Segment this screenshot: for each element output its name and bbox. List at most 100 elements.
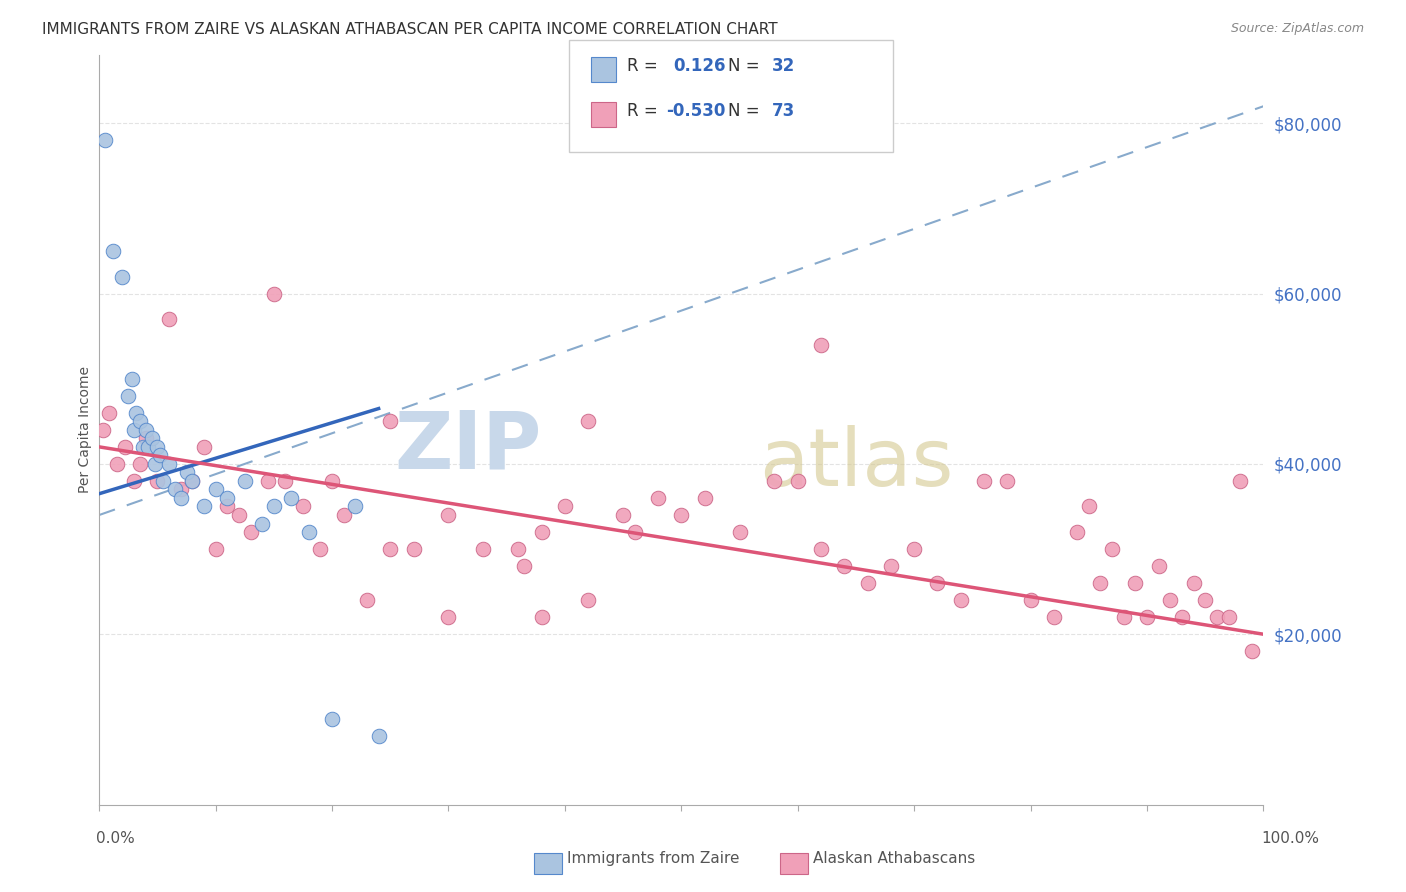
Point — [129, 414, 152, 428]
Point — [94, 133, 117, 147]
Point — [437, 508, 460, 522]
Point — [880, 559, 903, 574]
Point — [1019, 593, 1042, 607]
Point — [810, 337, 832, 351]
Text: ZIP: ZIP — [394, 408, 541, 486]
Point — [949, 593, 972, 607]
Y-axis label: Per Capita Income: Per Capita Income — [79, 367, 93, 493]
Point — [157, 312, 180, 326]
Point — [257, 474, 280, 488]
Point — [122, 423, 145, 437]
Point — [356, 593, 378, 607]
Point — [1229, 474, 1251, 488]
Point — [105, 457, 128, 471]
Text: atlas: atlas — [759, 425, 953, 503]
Point — [193, 440, 215, 454]
Point — [834, 559, 856, 574]
Text: 100.0%: 100.0% — [1261, 831, 1319, 847]
Point — [1147, 559, 1170, 574]
Point — [122, 474, 145, 488]
Point — [136, 440, 159, 454]
Text: Source: ZipAtlas.com: Source: ZipAtlas.com — [1230, 22, 1364, 36]
Point — [228, 508, 250, 522]
Point — [143, 457, 166, 471]
Text: N =: N = — [728, 57, 765, 75]
Point — [132, 440, 155, 454]
Point — [647, 491, 669, 505]
Point — [671, 508, 693, 522]
Point — [135, 431, 157, 445]
Text: -0.530: -0.530 — [666, 102, 725, 120]
Point — [344, 500, 367, 514]
Point — [129, 457, 152, 471]
Point — [554, 500, 576, 514]
Point — [380, 414, 402, 428]
Point — [170, 483, 193, 497]
Point — [176, 466, 198, 480]
Point — [1240, 644, 1263, 658]
Point — [263, 500, 285, 514]
Point — [576, 414, 599, 428]
Point — [1171, 610, 1194, 624]
Point — [91, 423, 114, 437]
Point — [193, 500, 215, 514]
Point — [380, 542, 402, 557]
Text: IMMIGRANTS FROM ZAIRE VS ALASKAN ATHABASCAN PER CAPITA INCOME CORRELATION CHART: IMMIGRANTS FROM ZAIRE VS ALASKAN ATHABAS… — [42, 22, 778, 37]
Point — [530, 524, 553, 539]
Point — [163, 483, 186, 497]
Point — [125, 406, 148, 420]
Point — [250, 516, 273, 531]
Point — [1090, 576, 1112, 591]
Point — [1136, 610, 1159, 624]
Point — [623, 524, 645, 539]
Point — [508, 542, 530, 557]
Point — [149, 449, 172, 463]
Point — [135, 423, 157, 437]
Point — [298, 524, 321, 539]
Point — [367, 730, 389, 744]
Point — [263, 286, 285, 301]
Point — [786, 474, 808, 488]
Point — [181, 474, 204, 488]
Point — [141, 431, 163, 445]
Text: 32: 32 — [772, 57, 796, 75]
Point — [612, 508, 634, 522]
Point — [927, 576, 949, 591]
Point — [995, 474, 1018, 488]
Text: R =: R = — [627, 102, 664, 120]
Point — [321, 712, 343, 726]
Point — [97, 406, 120, 420]
Point — [204, 483, 226, 497]
Point — [1194, 593, 1216, 607]
Point — [1125, 576, 1147, 591]
Point — [1218, 610, 1240, 624]
Point — [332, 508, 354, 522]
Text: 0.126: 0.126 — [673, 57, 725, 75]
Point — [233, 474, 256, 488]
Text: Alaskan Athabascans: Alaskan Athabascans — [813, 851, 974, 865]
Point — [146, 474, 169, 488]
Point — [321, 474, 343, 488]
Point — [856, 576, 879, 591]
Point — [217, 491, 239, 505]
Point — [728, 524, 751, 539]
Point — [291, 500, 314, 514]
Point — [117, 389, 139, 403]
Point — [309, 542, 332, 557]
Point — [1182, 576, 1205, 591]
Text: R =: R = — [627, 57, 664, 75]
Point — [280, 491, 302, 505]
Text: N =: N = — [728, 102, 765, 120]
Text: 73: 73 — [772, 102, 796, 120]
Point — [157, 457, 180, 471]
Point — [1101, 542, 1123, 557]
Point — [204, 542, 226, 557]
Point — [1077, 500, 1099, 514]
Point — [239, 524, 262, 539]
Point — [1043, 610, 1066, 624]
Point — [181, 474, 204, 488]
Point — [576, 593, 599, 607]
Point — [1205, 610, 1227, 624]
Point — [1159, 593, 1181, 607]
Point — [274, 474, 297, 488]
